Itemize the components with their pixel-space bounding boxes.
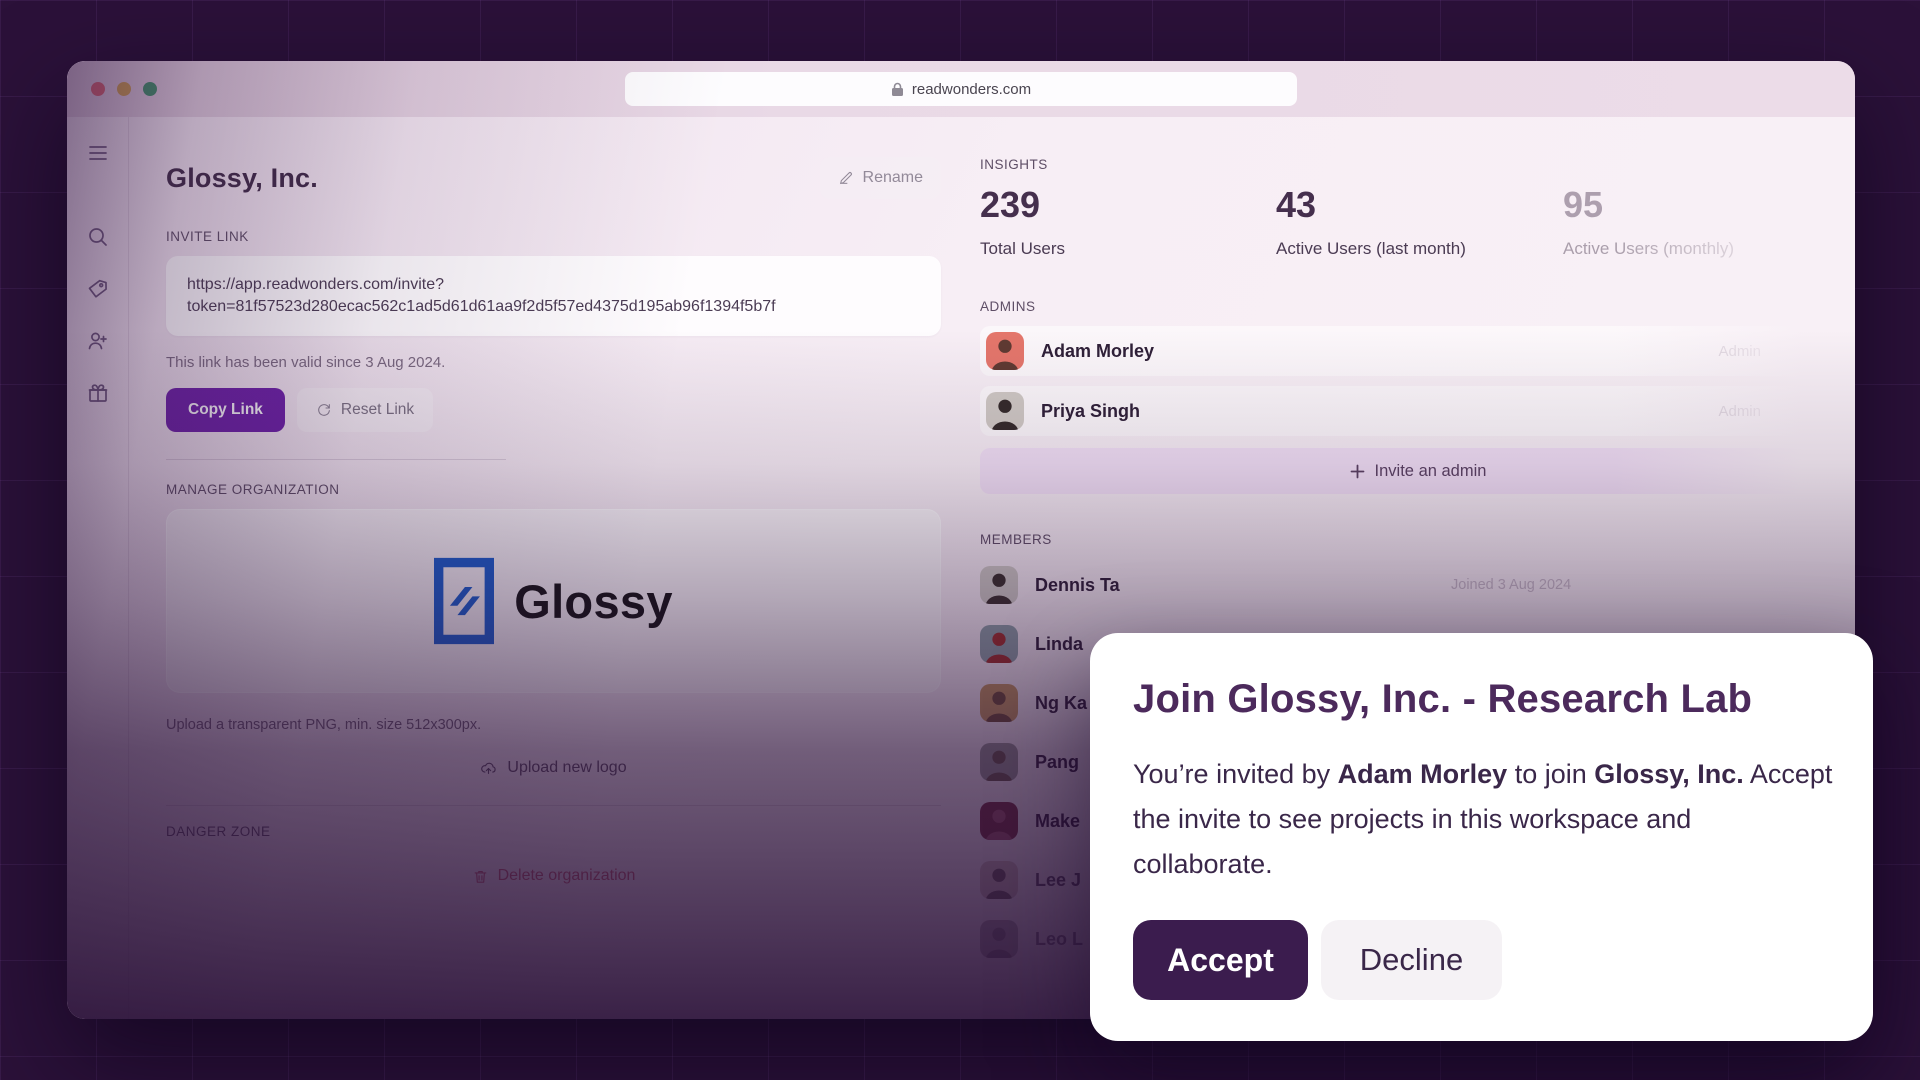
plus-icon — [1350, 464, 1364, 478]
zoom-window-button[interactable] — [143, 82, 157, 96]
url-text: readwonders.com — [911, 80, 1032, 98]
member-joined-date: Joined 3 Aug 2024 — [1451, 577, 1572, 593]
member-row[interactable]: Dennis Ta Joined 3 Aug 2024 — [980, 561, 1855, 609]
admins-section-label: ADMINS — [980, 299, 1036, 314]
stat-label: Active Users (last month) — [1276, 239, 1466, 258]
admin-name: Priya Singh — [1041, 400, 1141, 421]
admin-row[interactable]: Priya Singh Admin — [980, 386, 1855, 436]
avatar — [986, 332, 1024, 370]
cloud-upload-icon — [481, 762, 497, 774]
search-icon[interactable] — [86, 225, 110, 249]
page-title: Glossy, Inc. — [166, 162, 318, 193]
manage-org-section-label: MANAGE ORGANIZATION — [166, 482, 340, 497]
insights-stats: 239 Total Users 43 Active Users (last mo… — [980, 184, 1855, 259]
admin-role-badge: Admin — [1718, 402, 1761, 420]
section-divider — [166, 459, 506, 460]
join-invite-dialog: Join Glossy, Inc. - Research Lab You’re … — [1090, 633, 1873, 1041]
pencil-icon — [839, 172, 852, 185]
close-window-button[interactable] — [91, 82, 105, 96]
admin-role-badge: Admin — [1718, 342, 1761, 360]
rename-button[interactable]: Rename — [819, 157, 941, 199]
invite-link-field[interactable]: https://app.readwonders.com/invite? toke… — [166, 256, 941, 336]
minimize-window-button[interactable] — [117, 82, 131, 96]
user-add-icon[interactable] — [86, 329, 110, 353]
invite-admin-label: Invite an admin — [1374, 461, 1487, 480]
avatar — [980, 684, 1018, 722]
organization-panel: Glossy, Inc. Rename INVITE LINK https://… — [129, 117, 941, 1019]
invite-link-section-label: INVITE LINK — [166, 229, 249, 244]
org-logo-preview: Glossy — [166, 509, 941, 693]
icon-sidebar — [67, 117, 129, 1019]
browser-chrome: readwonders.com — [67, 61, 1855, 117]
inviter-name: Adam Morley — [1337, 759, 1508, 789]
stat-card: 239 Total Users — [980, 184, 1276, 259]
message-mid: to join — [1507, 759, 1595, 789]
traffic-lights — [91, 82, 157, 96]
stat-label: Total Users — [980, 239, 1066, 258]
stat-card: 95 Active Users (monthly) — [1563, 184, 1855, 259]
avatar — [980, 625, 1018, 663]
member-name: Make — [1035, 810, 1081, 831]
avatar — [980, 920, 1018, 958]
stat-value: 95 — [1563, 184, 1604, 225]
invite-admin-button[interactable]: Invite an admin — [980, 448, 1855, 494]
glossy-logo-text: Glossy — [514, 574, 673, 628]
accept-button[interactable]: Accept — [1133, 920, 1308, 1000]
reset-link-button[interactable]: Reset Link — [296, 388, 434, 432]
dialog-title: Join Glossy, Inc. - Research Lab — [1133, 677, 1753, 721]
link-valid-note: This link has been valid since 3 Aug 202… — [166, 354, 446, 371]
upload-logo-label: Upload new logo — [507, 759, 627, 776]
decline-button[interactable]: Decline — [1321, 920, 1502, 1000]
glossy-logo-mark — [434, 557, 495, 645]
upload-hint-text: Upload a transparent PNG, min. size 512x… — [166, 717, 482, 733]
avatar — [980, 861, 1018, 899]
invite-url-line2: token=81f57523d280ecac562c1ad5d61d61aa9f… — [187, 298, 776, 315]
message-prefix: You’re invited by — [1133, 759, 1338, 789]
member-name: Linda — [1035, 633, 1083, 654]
delete-organization-label: Delete organization — [497, 867, 636, 884]
rename-label: Rename — [862, 169, 923, 186]
avatar — [986, 392, 1024, 430]
org-name: Glossy, Inc. — [1594, 759, 1744, 789]
menu-icon[interactable] — [86, 141, 110, 165]
member-name: Ng Ka — [1035, 692, 1088, 713]
danger-zone-section-label: DANGER ZONE — [166, 824, 271, 839]
member-name: Lee J — [1035, 869, 1082, 890]
dialog-message: You’re invited by Adam Morley to join Gl… — [1133, 752, 1833, 887]
invite-url-line1: https://app.readwonders.com/invite? — [187, 276, 445, 293]
address-bar[interactable]: readwonders.com — [625, 72, 1297, 106]
members-section-label: MEMBERS — [980, 532, 1052, 547]
insights-section-label: INSIGHTS — [980, 157, 1048, 172]
trash-icon — [474, 870, 486, 883]
avatar — [980, 566, 1018, 604]
avatar — [980, 802, 1018, 840]
stat-value: 239 — [980, 184, 1041, 225]
upload-logo-button[interactable]: Upload new logo — [166, 747, 941, 789]
member-name: Leo L — [1035, 928, 1083, 949]
admin-name: Adam Morley — [1041, 340, 1155, 361]
lock-icon — [891, 82, 903, 96]
copy-link-button[interactable]: Copy Link — [166, 388, 285, 432]
stat-label: Active Users (monthly) — [1563, 239, 1734, 258]
refresh-icon — [318, 404, 330, 416]
stat-value: 43 — [1276, 184, 1317, 225]
stat-card: 43 Active Users (last month) — [1276, 184, 1563, 259]
tag-icon[interactable] — [86, 277, 110, 301]
admins-list: Adam Morley Admin Priya Singh Admin — [980, 326, 1855, 436]
delete-organization-button[interactable]: Delete organization — [166, 857, 941, 895]
gift-icon[interactable] — [86, 381, 110, 405]
member-name: Pang — [1035, 751, 1080, 772]
admin-row[interactable]: Adam Morley Admin — [980, 326, 1855, 376]
member-name: Dennis Ta — [1035, 574, 1120, 595]
section-divider — [166, 805, 941, 806]
avatar — [980, 743, 1018, 781]
reset-link-label: Reset Link — [340, 401, 415, 418]
